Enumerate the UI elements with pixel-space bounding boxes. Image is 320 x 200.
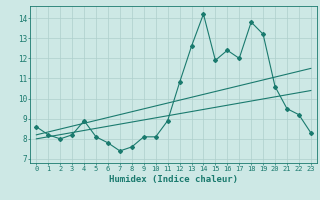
- X-axis label: Humidex (Indice chaleur): Humidex (Indice chaleur): [109, 175, 238, 184]
